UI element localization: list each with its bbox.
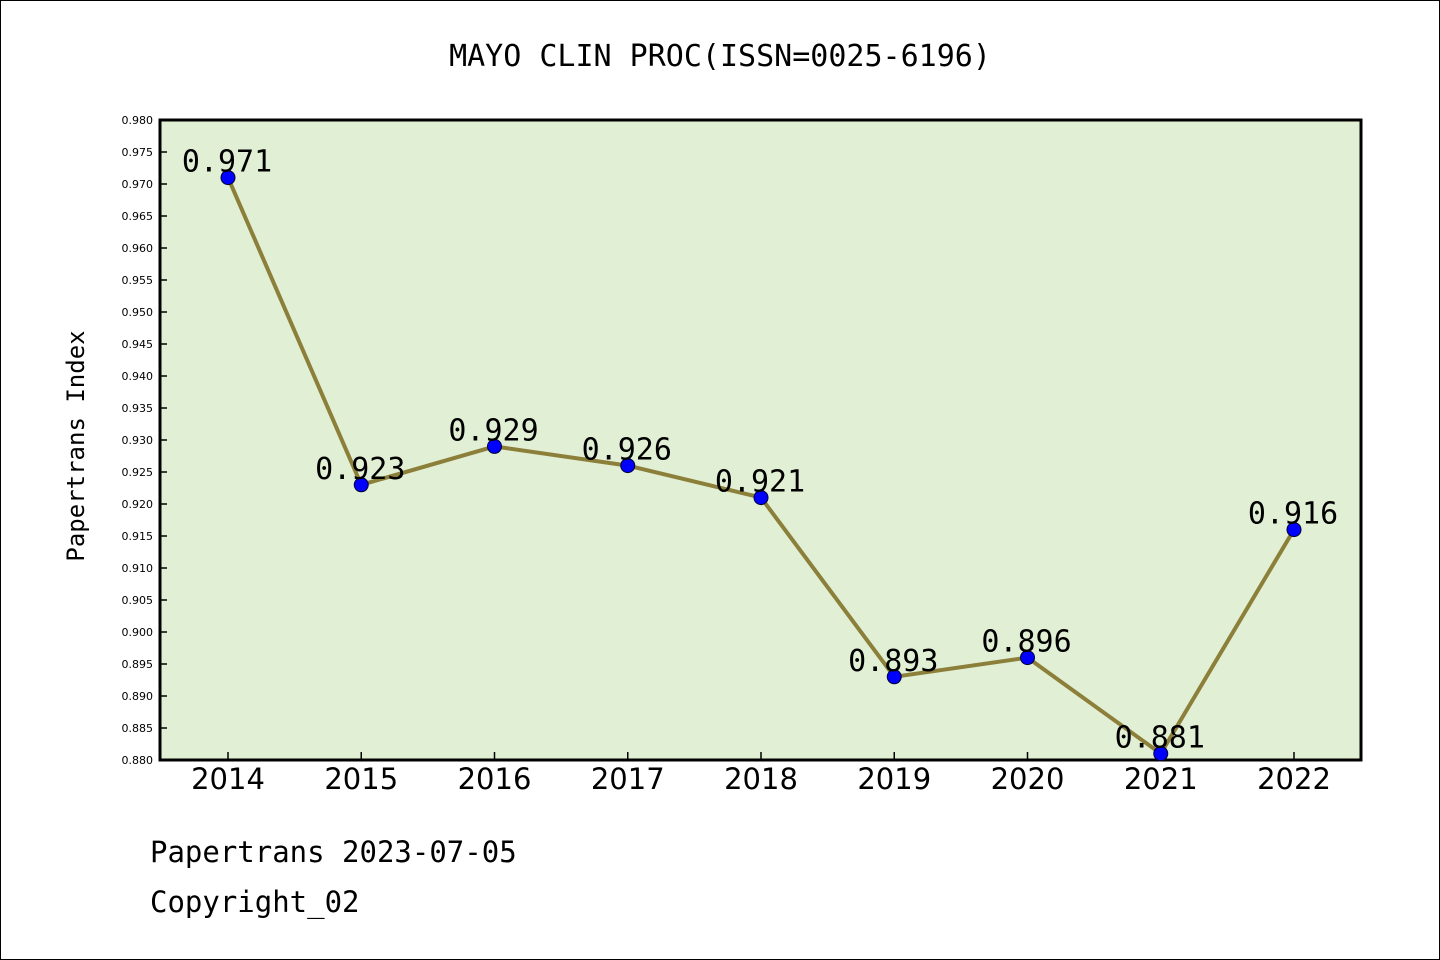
y-axis-label: Papertrans Index [62,330,90,561]
data-label: 0.971 [182,145,272,180]
y-tick-label: 0.925 [122,466,154,479]
y-tick-label: 0.885 [122,722,154,735]
y-tick-label: 0.950 [122,306,154,319]
data-label: 0.921 [715,465,805,500]
x-tick-label: 2021 [1124,762,1198,796]
data-point [1286,522,1302,538]
plot-area: 0.880 0.885 0.890 0.895 0.900 0.905 0.910 0.915… [122,114,1363,796]
data-point [753,490,769,506]
y-tick-label: 0.920 [122,498,154,511]
chart-title: MAYO CLIN PROC(ISSN=0025-6196) [449,39,991,74]
y-tick-label: 0.945 [122,338,154,351]
y-tick-label: 0.895 [122,658,154,671]
x-tick-label: 2018 [724,762,798,796]
data-point [886,669,902,685]
y-tick-label: 0.955 [122,274,154,287]
plot-border [158,118,1363,762]
data-point [487,438,502,454]
x-tick-label: 2022 [1257,762,1331,796]
y-tick-label: 0.915 [122,530,154,543]
data-point [620,458,636,474]
data-point [353,477,369,493]
y-tick-label: 0.900 [122,626,154,639]
footer-copyright: Copyright_02 [150,885,360,919]
x-tick-label: 2020 [991,762,1065,796]
data-label: 0.923 [315,452,405,487]
y-tick-label: 0.960 [122,242,154,255]
y-tick-label: 0.880 [122,754,154,767]
y-tick-label: 0.930 [122,434,154,447]
y-tick-label: 0.980 [122,114,154,127]
data-label: 0.929 [448,413,538,448]
y-tick-label: 0.905 [122,594,154,607]
x-tick-label: 2014 [191,762,265,796]
data-label: 0.896 [981,625,1071,660]
y-tick-label: 0.970 [122,178,154,191]
x-tick-label: 2017 [591,762,665,796]
x-tick-label: 2019 [857,762,931,796]
plot-background [160,120,1361,760]
x-tick-label: 2016 [458,762,532,796]
footer-date: Papertrans 2023-07-05 [150,835,517,869]
y-tick-label: 0.975 [122,146,154,159]
data-point [1020,650,1035,666]
data-label: 0.893 [848,644,938,679]
x-tick-label: 2015 [324,762,398,796]
y-tick-label: 0.935 [122,402,154,415]
y-tick-label: 0.910 [122,562,154,575]
y-tick-label: 0.940 [122,370,154,383]
data-point [220,170,236,186]
data-point [1153,746,1169,762]
y-tick-label: 0.965 [122,210,154,223]
data-label: 0.926 [582,433,672,468]
data-label: 0.881 [1115,721,1205,756]
y-tick-label: 0.890 [122,690,154,703]
data-label: 0.916 [1248,497,1338,532]
